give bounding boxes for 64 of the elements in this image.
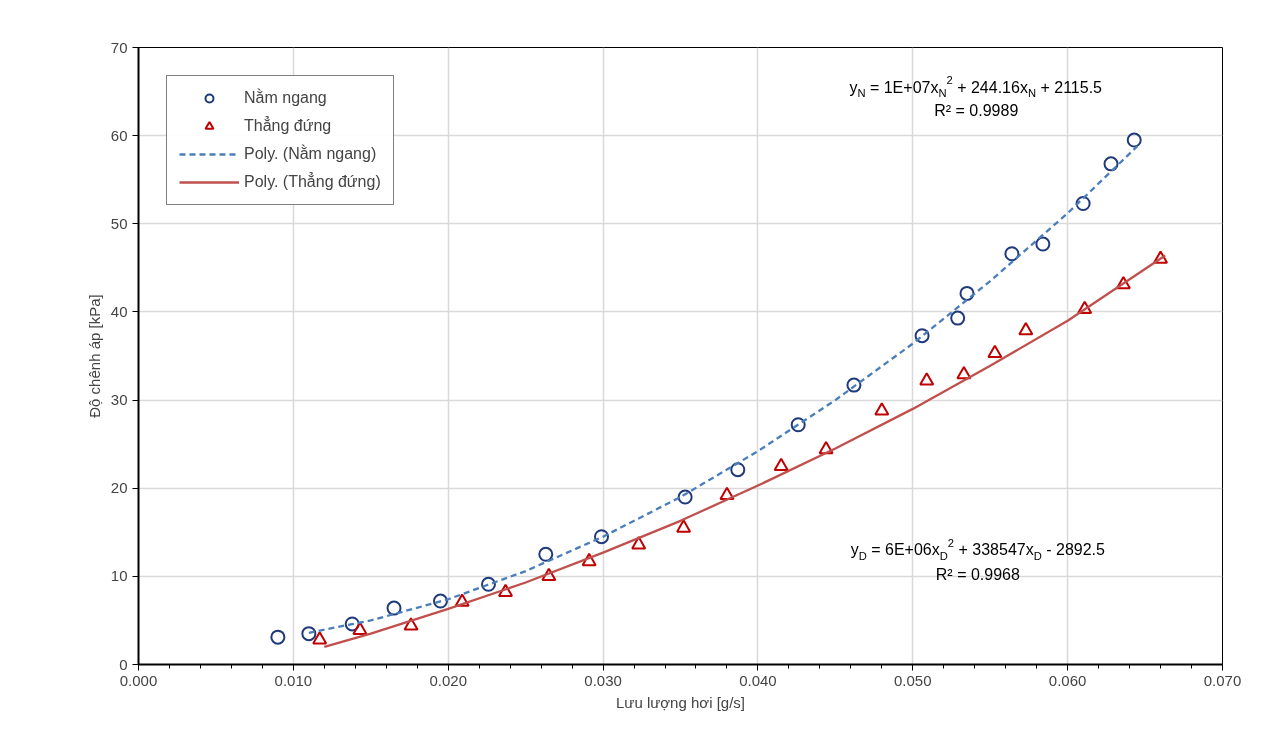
x-tick-label: 0.060 [1048, 671, 1087, 689]
y-tick-label: 20 [110, 479, 128, 497]
annotation: R² = 0.9989 [934, 102, 1019, 120]
x-tick-label: 0.020 [429, 671, 467, 689]
point [1077, 300, 1093, 315]
point [956, 366, 972, 380]
point [1075, 196, 1091, 211]
y-tick-label: 50 [110, 214, 128, 232]
point [874, 402, 890, 416]
point [730, 462, 746, 478]
point [950, 310, 966, 326]
point [386, 600, 402, 616]
point [919, 372, 935, 386]
legend-label: Thẳng đứng [244, 117, 332, 135]
point [790, 417, 806, 433]
y-tick-label: 40 [110, 302, 128, 320]
x-tick-label: 0.040 [739, 671, 777, 689]
point [631, 536, 647, 550]
point [312, 631, 328, 645]
point [677, 489, 693, 505]
point [403, 617, 419, 631]
point [581, 552, 597, 567]
point [959, 285, 975, 301]
x-tick-label: 0.050 [894, 671, 932, 689]
y-axis-title: Độ chênh áp [kPa] [85, 294, 103, 418]
point [538, 546, 554, 562]
point [432, 593, 448, 609]
point [1018, 321, 1034, 336]
point [1035, 236, 1051, 252]
point [818, 440, 834, 455]
point [270, 629, 286, 645]
point [1004, 246, 1020, 262]
point [914, 328, 930, 344]
point [1115, 276, 1131, 290]
legend-label: Poly. (Thẳng đứng) [244, 173, 381, 191]
annotation: R² = 0.9968 [935, 566, 1020, 584]
point [719, 486, 735, 501]
y-tick-label: 0 [119, 655, 128, 673]
point [480, 576, 496, 592]
x-axis-title: Lưu lượng hơi [g/s] [616, 693, 745, 711]
point [498, 583, 514, 597]
point [773, 457, 789, 471]
y-tick-label: 10 [110, 567, 128, 585]
point [676, 519, 692, 533]
legend-label: Nằm ngang [244, 89, 327, 107]
point [301, 626, 317, 642]
point [846, 377, 862, 393]
point [454, 593, 470, 607]
point [987, 344, 1003, 359]
point [1126, 132, 1142, 148]
point [1153, 250, 1169, 264]
y-tick-label: 70 [110, 38, 128, 56]
y-tick-label: 30 [110, 391, 128, 409]
x-tick-label: 0.000 [119, 671, 158, 689]
point [352, 621, 368, 635]
x-tick-label: 0.010 [274, 671, 313, 689]
x-tick-label: 0.030 [584, 671, 622, 689]
point [1103, 156, 1119, 172]
legend-label: Poly. (Nằm ngang) [244, 145, 377, 163]
point [594, 529, 610, 545]
point [344, 616, 360, 632]
x-tick-label: 0.070 [1203, 671, 1242, 689]
point [541, 567, 557, 582]
y-tick-label: 60 [110, 126, 128, 144]
